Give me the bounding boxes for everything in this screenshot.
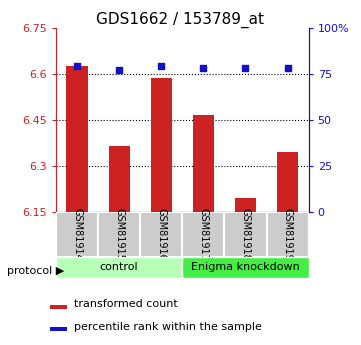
Text: GDS1662 / 153789_at: GDS1662 / 153789_at — [96, 12, 265, 28]
Bar — [266, 212, 309, 257]
Bar — [235, 198, 256, 212]
Bar — [56, 257, 182, 278]
Bar — [66, 66, 87, 212]
Point — [243, 66, 248, 71]
Bar — [49, 305, 66, 309]
Text: GSM81916: GSM81916 — [156, 208, 166, 261]
Bar — [277, 152, 298, 212]
Point — [285, 66, 291, 71]
Bar — [182, 257, 309, 278]
Text: transformed count: transformed count — [74, 299, 178, 309]
Bar — [182, 212, 225, 257]
Text: GSM81914: GSM81914 — [72, 208, 82, 261]
Text: GSM81919: GSM81919 — [283, 208, 293, 261]
Bar — [193, 115, 214, 212]
Bar — [151, 78, 172, 212]
Text: protocol ▶: protocol ▶ — [7, 266, 65, 276]
Point — [158, 63, 164, 69]
Point — [200, 66, 206, 71]
Bar — [109, 146, 130, 212]
Bar — [225, 212, 266, 257]
Point — [74, 63, 80, 69]
Text: GSM81917: GSM81917 — [198, 208, 208, 261]
Bar — [56, 212, 98, 257]
Text: GSM81918: GSM81918 — [240, 208, 251, 261]
Point — [116, 67, 122, 73]
Bar — [98, 212, 140, 257]
Bar — [140, 212, 182, 257]
Text: percentile rank within the sample: percentile rank within the sample — [74, 322, 262, 332]
Text: control: control — [100, 263, 138, 272]
Text: Enigma knockdown: Enigma knockdown — [191, 263, 300, 272]
Bar — [49, 327, 66, 331]
Text: GSM81915: GSM81915 — [114, 208, 124, 261]
